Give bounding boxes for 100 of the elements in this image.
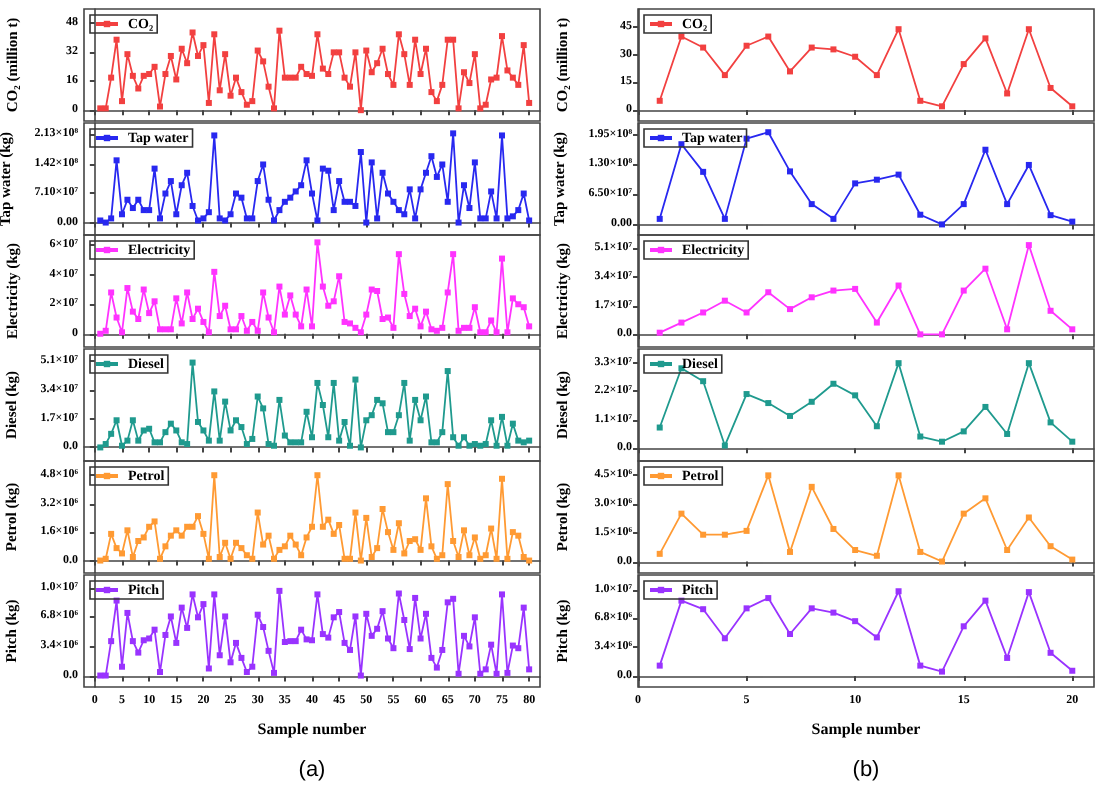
point xyxy=(808,294,815,301)
point xyxy=(917,97,924,104)
point xyxy=(1069,103,1076,110)
point xyxy=(656,661,663,668)
point xyxy=(852,53,859,60)
point xyxy=(939,558,945,565)
point xyxy=(917,661,924,668)
point xyxy=(852,547,859,554)
point xyxy=(917,210,924,217)
point xyxy=(808,200,815,207)
point xyxy=(830,379,837,386)
point xyxy=(982,145,989,152)
point xyxy=(939,103,945,110)
point xyxy=(743,390,750,397)
point xyxy=(808,483,815,490)
point xyxy=(873,175,880,182)
point xyxy=(960,622,967,629)
point xyxy=(721,297,728,304)
point xyxy=(656,550,663,557)
point xyxy=(1069,217,1076,224)
point xyxy=(895,472,902,479)
point xyxy=(1025,588,1032,595)
point xyxy=(917,548,924,555)
point xyxy=(852,617,859,624)
point xyxy=(787,68,793,75)
point xyxy=(765,289,772,296)
point xyxy=(721,441,728,448)
point xyxy=(1069,666,1076,673)
point xyxy=(787,167,793,174)
point xyxy=(765,128,772,135)
point xyxy=(982,495,989,502)
point xyxy=(895,587,902,594)
point xyxy=(743,527,750,534)
point xyxy=(700,44,707,51)
x-axis-title: Sample number xyxy=(811,719,922,737)
point xyxy=(1047,543,1054,550)
point xyxy=(873,633,880,640)
point xyxy=(1004,653,1011,660)
point xyxy=(656,97,663,104)
point xyxy=(895,359,902,366)
text: (b) xyxy=(852,757,880,781)
point xyxy=(873,319,880,326)
point xyxy=(895,170,902,177)
point xyxy=(721,634,728,641)
point xyxy=(895,26,902,33)
point xyxy=(939,437,945,444)
point xyxy=(765,594,772,601)
point xyxy=(1004,326,1011,333)
point xyxy=(873,422,880,429)
point xyxy=(1004,547,1011,554)
point xyxy=(743,42,750,49)
x-axis-title: Sample number xyxy=(257,719,368,737)
point xyxy=(700,605,707,612)
point xyxy=(721,531,728,538)
point xyxy=(787,411,793,418)
point xyxy=(982,35,989,42)
point xyxy=(765,472,772,479)
point xyxy=(1047,84,1054,91)
point xyxy=(917,432,924,439)
point xyxy=(656,214,663,221)
point xyxy=(808,604,815,611)
point xyxy=(678,510,685,517)
point xyxy=(787,548,793,555)
point xyxy=(1069,326,1076,333)
point xyxy=(1047,648,1054,655)
point xyxy=(830,525,837,532)
point xyxy=(656,329,663,336)
point xyxy=(982,596,989,603)
point xyxy=(1025,359,1032,366)
point xyxy=(939,220,945,227)
point xyxy=(656,423,663,430)
point xyxy=(830,287,837,294)
point xyxy=(678,319,685,326)
point xyxy=(765,33,772,40)
point xyxy=(960,510,967,517)
point xyxy=(743,604,750,611)
point xyxy=(1025,26,1032,33)
point xyxy=(700,531,707,538)
point xyxy=(743,309,750,316)
point xyxy=(939,331,945,338)
point xyxy=(1025,242,1032,249)
point xyxy=(1004,90,1011,97)
point xyxy=(1069,437,1076,444)
point xyxy=(830,608,837,615)
point xyxy=(852,179,859,186)
point xyxy=(830,46,837,53)
point xyxy=(982,265,989,272)
point xyxy=(808,44,815,51)
point xyxy=(960,200,967,207)
point xyxy=(895,282,902,289)
point xyxy=(700,309,707,316)
point xyxy=(960,61,967,68)
point xyxy=(1025,160,1032,167)
point xyxy=(873,72,880,79)
point xyxy=(700,167,707,174)
point xyxy=(830,214,837,221)
point xyxy=(1047,418,1054,425)
point xyxy=(917,331,924,338)
point xyxy=(852,285,859,292)
point xyxy=(787,306,793,313)
